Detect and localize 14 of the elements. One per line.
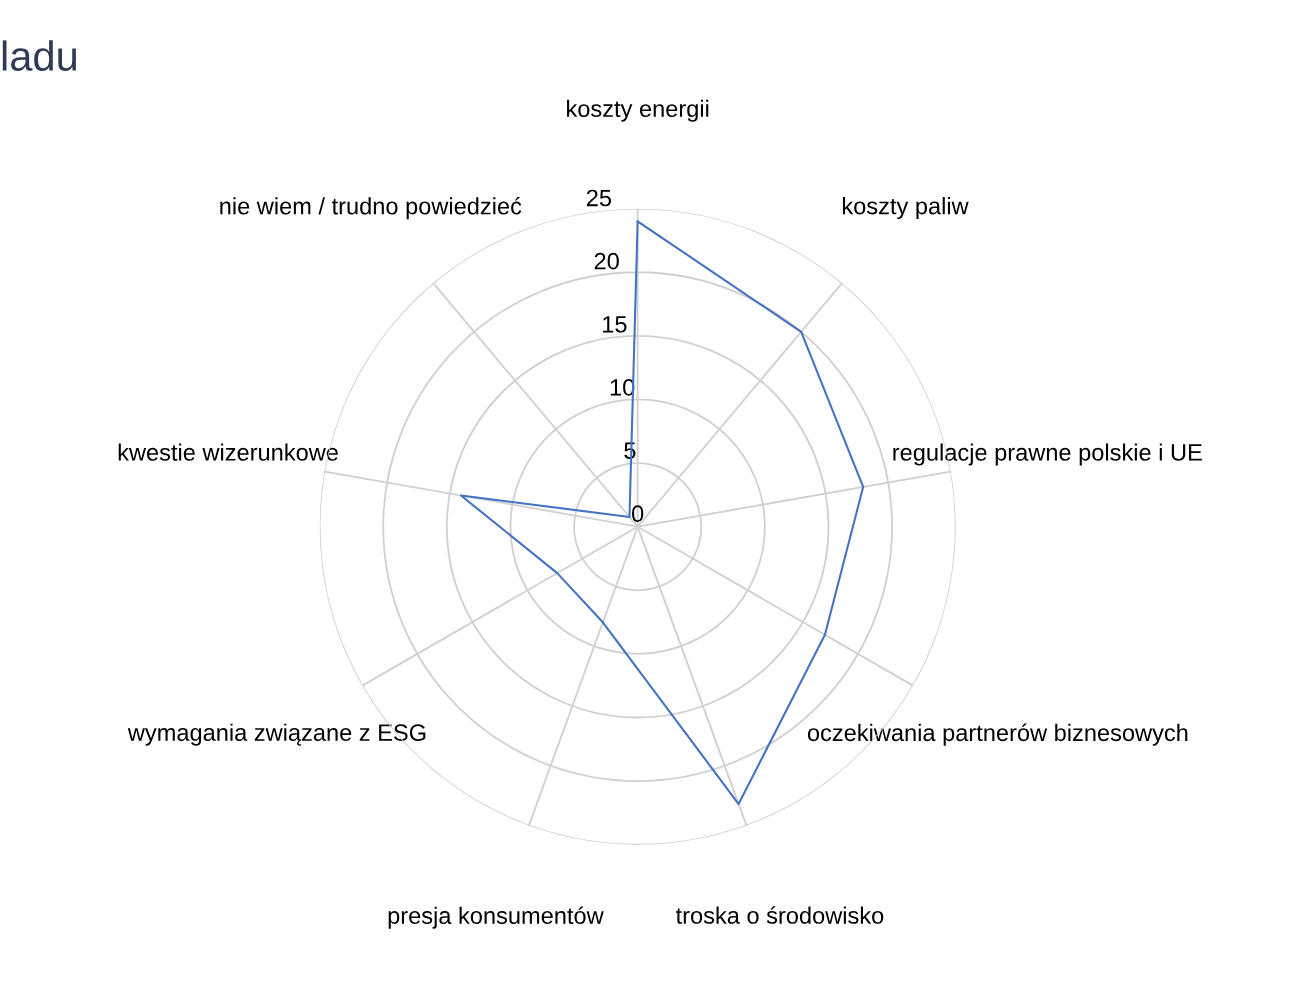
y-tick-label: 0 bbox=[632, 505, 644, 523]
spoke-label: wymagania związane z ESG bbox=[127, 723, 426, 746]
spoke-label: regulacje prawne polskie i UE bbox=[893, 443, 1202, 466]
spoke-label: oczekiwania partnerów biznesowych bbox=[807, 723, 1188, 746]
spoke-label: kwestie wizerunkowe bbox=[118, 443, 338, 461]
y-tick-label: 25 bbox=[586, 189, 612, 207]
spoke-label: koszty paliw bbox=[842, 197, 969, 220]
y-tick-label: 20 bbox=[594, 252, 619, 270]
spoke-label: nie wiem / trudno powiedzieć bbox=[220, 196, 522, 220]
spoke-label: troska o środowisko bbox=[675, 906, 884, 924]
chart-title: ladu bbox=[2, 40, 77, 71]
y-tick-label: 15 bbox=[603, 316, 627, 333]
spoke-label: presja konsumentów bbox=[388, 906, 604, 929]
spoke-label: koszty energii bbox=[567, 99, 709, 122]
